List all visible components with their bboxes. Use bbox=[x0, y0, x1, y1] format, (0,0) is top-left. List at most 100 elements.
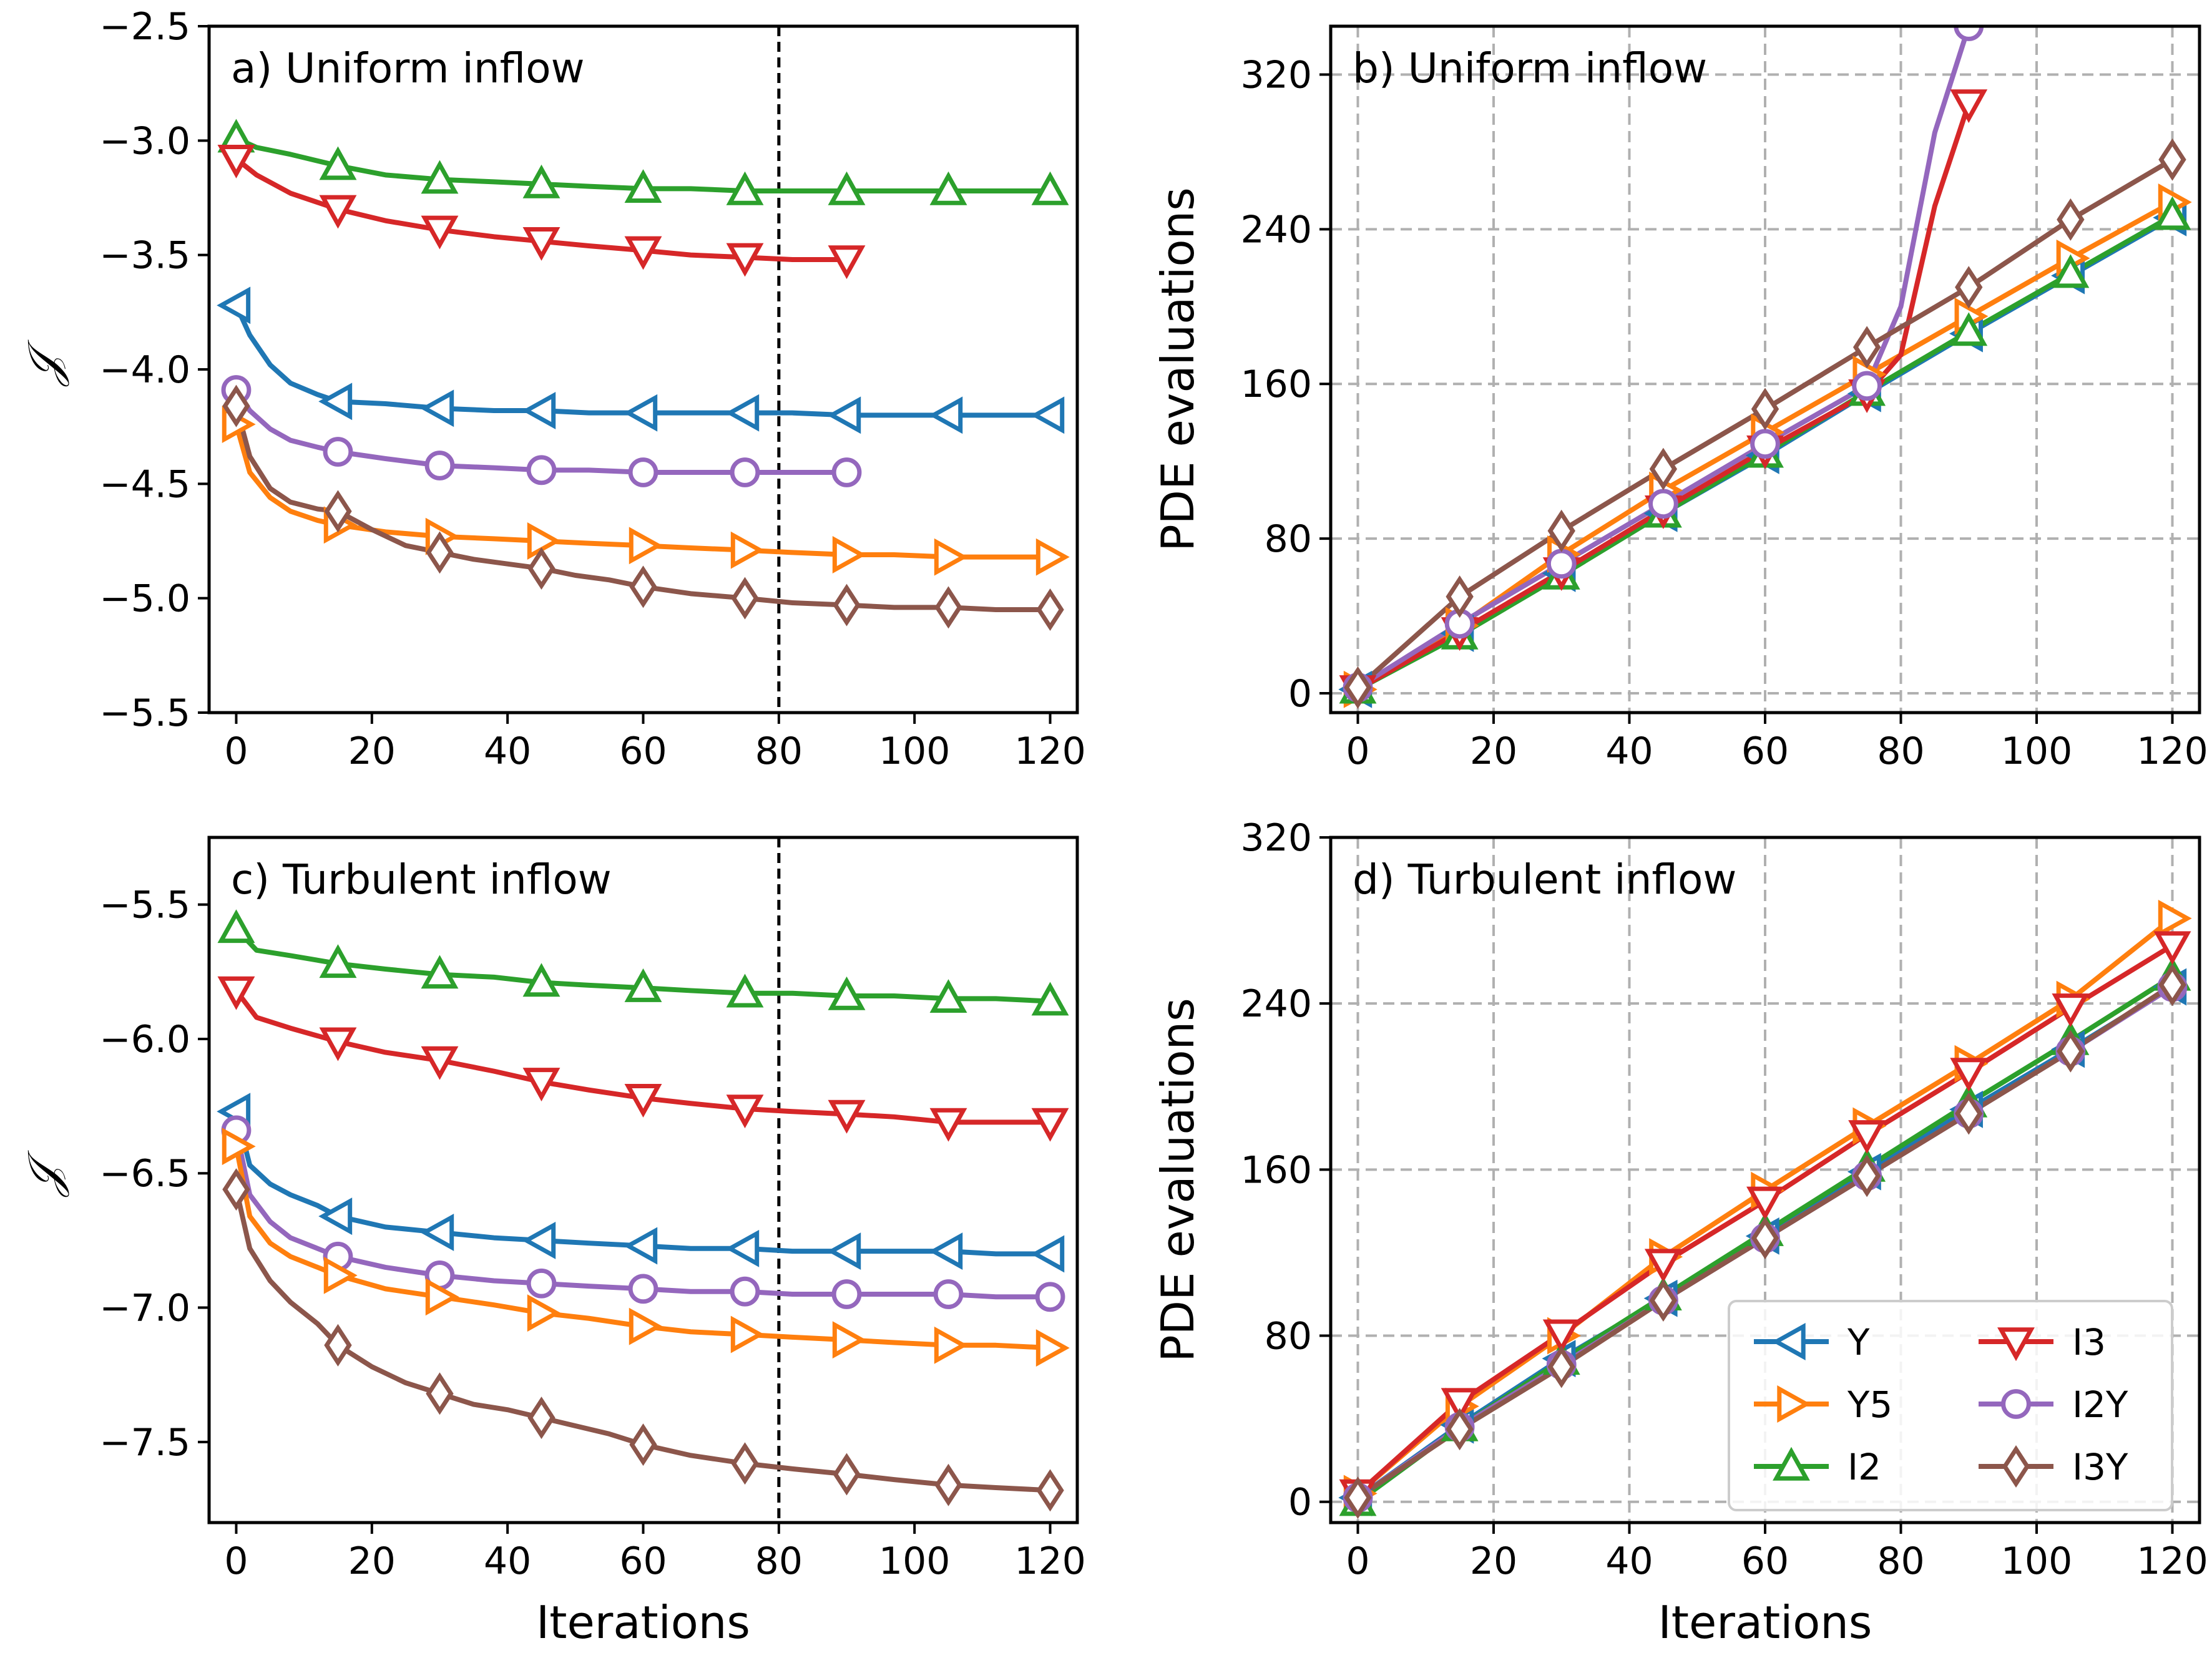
data-point-i2 bbox=[522, 164, 560, 198]
data-point-y5 bbox=[629, 1307, 663, 1345]
legend-marker-y bbox=[1771, 1323, 1806, 1360]
data-point-i2y bbox=[1648, 489, 1678, 519]
x-tick-label: 120 bbox=[2136, 729, 2208, 773]
y-tick-label: 240 bbox=[1240, 208, 1312, 251]
data-point-y bbox=[522, 392, 556, 429]
data-point-i3 bbox=[1848, 1120, 1886, 1154]
data-point-i3 bbox=[217, 144, 255, 178]
data-point-i3 bbox=[1542, 1319, 1580, 1353]
data-point-i2y bbox=[526, 455, 557, 485]
data-point-i3 bbox=[1441, 1388, 1479, 1422]
data-point-y bbox=[318, 383, 353, 421]
data-point-i2y bbox=[831, 1279, 862, 1309]
x-tick-label: 0 bbox=[1346, 729, 1369, 773]
data-point-i3y bbox=[833, 1453, 861, 1496]
legend-label-y5: Y5 bbox=[1847, 1383, 1892, 1426]
panel-title: d) Turbulent inflow bbox=[1353, 856, 1736, 904]
panel-b-uniform-inflow-pde-evaluations: 0 20 40 60 80 100 120 0 80 160 240 320 b) Uniform in… bbox=[1152, 24, 2208, 773]
data-point-i2 bbox=[1031, 171, 1069, 205]
data-point-i3y bbox=[934, 1463, 962, 1506]
data-point-i3 bbox=[217, 976, 255, 1010]
data-point-i2 bbox=[1950, 312, 1988, 346]
data-point-i3y bbox=[731, 1442, 759, 1485]
data-point-i3 bbox=[726, 243, 764, 277]
data-point-i3y bbox=[324, 490, 352, 533]
data-point-i3y bbox=[1649, 447, 1678, 490]
y-tick-label: −4.0 bbox=[99, 348, 190, 392]
y-axis-label: PDE evaluations bbox=[1152, 998, 1204, 1362]
data-point-i3y bbox=[629, 1423, 657, 1466]
x-tick-label: 60 bbox=[619, 1539, 667, 1583]
series-line-y bbox=[233, 303, 1053, 418]
data-point-i2 bbox=[624, 968, 662, 1002]
plot-area bbox=[1338, 26, 2192, 709]
data-point-i3y bbox=[934, 586, 962, 629]
panel-c-turbulent-inflow-objective: 0 20 40 60 80 100 120 −7.5 −7.0 −6.5 −6.0 −5.5 c) Tu… bbox=[17, 836, 1086, 1649]
data-point-i2 bbox=[319, 944, 357, 978]
legend-marker-i3y bbox=[2002, 1445, 2030, 1488]
x-tick-label: 40 bbox=[1605, 1539, 1653, 1583]
y-tick-label: −5.5 bbox=[99, 884, 190, 927]
legend-marker-y5 bbox=[1777, 1385, 1811, 1423]
data-point-i3y bbox=[1036, 588, 1064, 631]
data-point-i2 bbox=[2052, 254, 2090, 288]
x-tick-label: 100 bbox=[879, 729, 951, 773]
x-tick-label: 40 bbox=[484, 1539, 531, 1583]
data-point-i3y bbox=[527, 547, 555, 590]
data-point-i2 bbox=[421, 160, 459, 194]
data-point-i2y bbox=[1750, 429, 1780, 459]
data-point-i3y bbox=[1852, 1154, 1881, 1197]
data-point-i3y bbox=[1751, 388, 1779, 431]
plot-area bbox=[217, 26, 1070, 713]
legend-label-i3: I3 bbox=[2072, 1321, 2106, 1363]
y-tick-label: −3.0 bbox=[99, 119, 190, 163]
data-point-i3 bbox=[2153, 931, 2191, 965]
data-point-y bbox=[827, 396, 861, 434]
data-point-y5 bbox=[934, 1326, 968, 1364]
x-tick-label: 80 bbox=[755, 1539, 803, 1583]
data-point-i3y bbox=[2057, 198, 2085, 241]
y-axis-label: PDE evaluations bbox=[1152, 187, 1204, 551]
data-point-i2 bbox=[624, 169, 662, 203]
data-point-i3y bbox=[1446, 1408, 1474, 1451]
data-point-y5 bbox=[425, 1278, 459, 1316]
data-point-i2 bbox=[319, 146, 357, 180]
data-point-i2y bbox=[628, 457, 658, 487]
x-tick-label: 20 bbox=[1470, 729, 1517, 773]
data-point-i3 bbox=[522, 227, 560, 261]
data-point-i2y bbox=[1546, 549, 1577, 579]
x-tick-label: 20 bbox=[1470, 1539, 1517, 1583]
y-tick-label: −7.0 bbox=[99, 1287, 190, 1330]
data-point-y5 bbox=[527, 1294, 561, 1332]
data-point-y5 bbox=[2158, 899, 2192, 937]
data-point-i3y bbox=[426, 531, 454, 574]
data-point-i2y bbox=[424, 451, 455, 480]
data-point-i3y bbox=[2158, 138, 2186, 181]
data-point-i3y bbox=[1649, 1279, 1678, 1322]
data-point-y bbox=[725, 394, 760, 432]
series-line-y5 bbox=[233, 1144, 1053, 1351]
data-point-i2 bbox=[929, 979, 967, 1013]
data-point-y bbox=[1030, 1235, 1065, 1273]
data-point-y5 bbox=[832, 1321, 866, 1359]
data-point-y5 bbox=[323, 1256, 358, 1294]
data-point-i2 bbox=[217, 909, 255, 944]
panel-title: a) Uniform inflow bbox=[231, 44, 585, 92]
data-point-y5 bbox=[1035, 538, 1070, 576]
data-point-i2 bbox=[929, 171, 967, 205]
data-point-i3y bbox=[833, 583, 861, 627]
data-point-i3 bbox=[2052, 993, 2090, 1028]
data-point-i3 bbox=[1644, 1249, 1682, 1283]
data-point-y5 bbox=[629, 527, 663, 565]
data-point-y bbox=[624, 1227, 658, 1265]
data-point-i3y bbox=[1344, 1476, 1372, 1519]
data-point-y bbox=[217, 286, 251, 324]
data-point-y bbox=[420, 389, 454, 427]
plot-area bbox=[1338, 899, 2192, 1519]
x-tick-label: 120 bbox=[2136, 1539, 2208, 1583]
x-tick-label: 80 bbox=[755, 729, 803, 773]
data-point-i3y bbox=[2057, 1030, 2085, 1073]
y-tick-label: −3.5 bbox=[99, 234, 190, 278]
data-point-i2y bbox=[628, 1274, 658, 1304]
